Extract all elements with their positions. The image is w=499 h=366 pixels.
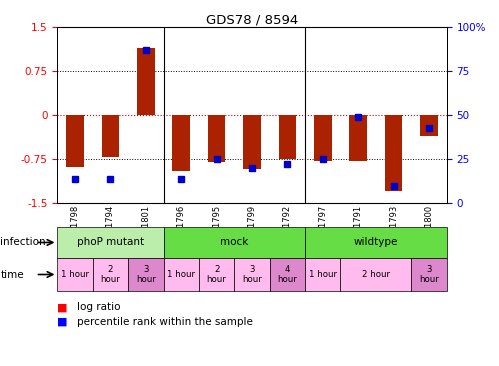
Bar [102,115,119,157]
Text: 3
hour: 3 hour [419,265,439,284]
Title: GDS78 / 8594: GDS78 / 8594 [206,13,298,26]
Bar [208,115,226,162]
Text: percentile rank within the sample: percentile rank within the sample [77,317,253,327]
Text: 1 hour: 1 hour [61,270,89,279]
Text: 2
hour: 2 hour [207,265,227,284]
Bar [314,115,332,161]
Text: wildtype: wildtype [354,238,398,247]
Bar [243,115,261,169]
Text: 4
hour: 4 hour [277,265,297,284]
Bar [420,115,438,136]
Text: phoP mutant: phoP mutant [77,238,144,247]
Text: 3
hour: 3 hour [242,265,262,284]
Bar [349,115,367,161]
Text: log ratio: log ratio [77,302,121,313]
Bar [137,48,155,115]
Text: 2
hour: 2 hour [101,265,120,284]
Text: time: time [0,269,24,280]
Text: infection: infection [0,238,46,247]
Text: 1 hour: 1 hour [167,270,195,279]
Text: mock: mock [220,238,249,247]
Text: 3
hour: 3 hour [136,265,156,284]
Text: 2 hour: 2 hour [362,270,390,279]
Bar [385,115,402,191]
Bar [172,115,190,171]
Bar [278,115,296,159]
Bar [66,115,84,167]
Text: ■: ■ [57,317,68,327]
Text: 1 hour: 1 hour [309,270,337,279]
Text: ■: ■ [57,302,68,313]
